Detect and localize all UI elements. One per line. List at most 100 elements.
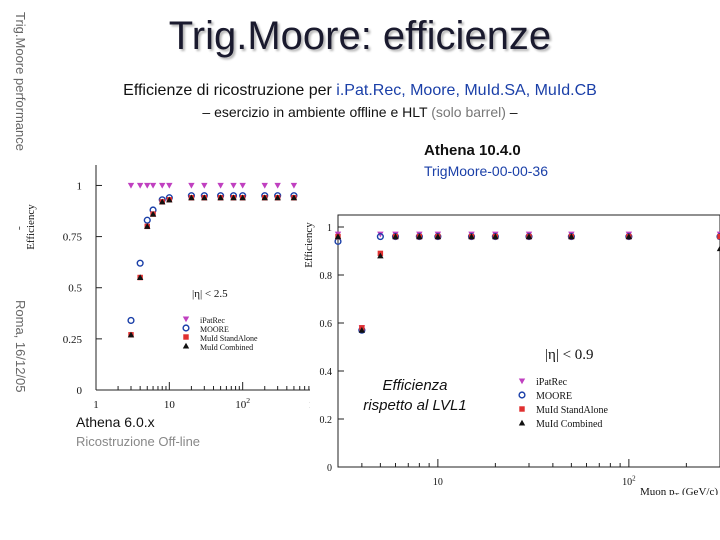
- legend-marker: [182, 324, 190, 332]
- subtitle-prefix: Efficienze di ricostruzione per: [123, 82, 337, 99]
- data-point: [230, 194, 237, 201]
- legend-marker: [518, 391, 526, 399]
- data-point: [290, 194, 298, 201]
- y-tick-label: 0.4: [320, 367, 333, 378]
- data-point: [144, 182, 151, 189]
- data-point: [568, 233, 575, 240]
- data-point: [217, 194, 224, 201]
- data-point: [149, 210, 157, 217]
- legend-label: iPatRec: [536, 377, 568, 388]
- slide-title: Trig.Moore: efficienze: [168, 14, 552, 58]
- y-tick-label: 1: [77, 180, 83, 192]
- x-tick-label: 103: [309, 396, 310, 411]
- data-point: [201, 194, 208, 201]
- legend-label: iPatRec: [200, 316, 225, 325]
- x-tick-label: 1: [93, 399, 99, 411]
- y-tick-label: 0.8: [320, 271, 333, 282]
- data-point: [492, 233, 499, 240]
- y-axis-title: Efficiency: [303, 222, 315, 268]
- data-point: [274, 194, 281, 201]
- legend-label: MOORE: [200, 325, 229, 334]
- line3-barrel-note: (solo barrel): [431, 104, 506, 120]
- legend-marker: [182, 342, 190, 349]
- data-point: [127, 182, 135, 189]
- data-point: [230, 182, 237, 189]
- legend: iPatRec MOORE MuId StandAlone MuId Combined: [518, 377, 609, 430]
- data-point: [188, 194, 195, 201]
- legend-label: MuId Combined: [200, 343, 253, 352]
- offline-hlt-line: – esercizio in ambiente offline e HLT (s…: [0, 104, 720, 120]
- y-tick-label: 0: [327, 463, 332, 474]
- x-tick-label: 10: [433, 477, 443, 488]
- plot-frame: [337, 214, 720, 468]
- legend-marker: [518, 378, 526, 385]
- subtitle-algorithms: i.Pat.Rec, Moore, MuId.SA, MuId.CB: [336, 82, 597, 99]
- data-point: [136, 274, 144, 281]
- y-tick-label: 0.25: [63, 334, 83, 346]
- legend-label: MuId Combined: [536, 419, 602, 430]
- data-point: [201, 182, 208, 189]
- x-tick-label: 102: [622, 475, 636, 489]
- line3-dash-close: –: [505, 104, 518, 120]
- efficiency-chart-hlt: 0 0.2 0.4 0.6 0.8 1 10 102 Efficiency Muon pT (Ge…: [303, 214, 720, 495]
- data-point: [159, 182, 166, 189]
- y-axis-title: Efficiency: [25, 204, 37, 250]
- data-point: [716, 245, 720, 252]
- data-point: [217, 182, 224, 189]
- series-ipatrec: [334, 231, 720, 331]
- x-tick-label: 10: [164, 399, 176, 411]
- data-point: [392, 233, 399, 240]
- data-point: [188, 182, 195, 189]
- data-point: [358, 327, 366, 333]
- data-point: [166, 196, 173, 203]
- data-point: [261, 194, 268, 201]
- athena-old-label: Athena 6.0.x: [76, 414, 155, 430]
- y-tick-label: 0.5: [68, 283, 82, 295]
- data-point: [290, 182, 298, 189]
- line3-dash-open: –: [202, 104, 215, 120]
- data-point: [127, 316, 135, 325]
- x-axis-title: Muon pT (GeV/c): [640, 486, 718, 495]
- line3-main: esercizio in ambiente offline e HLT: [214, 104, 432, 120]
- data-point: [434, 233, 442, 240]
- legend-marker: [183, 334, 189, 340]
- data-point: [625, 233, 633, 240]
- data-point: [143, 216, 151, 224]
- data-point: [159, 198, 166, 205]
- y-tick-label: 0: [77, 385, 83, 397]
- data-point: [144, 223, 151, 229]
- x-tick-label: 102: [235, 396, 250, 411]
- series-muid-combined: [127, 194, 298, 338]
- legend-label: MOORE: [536, 391, 572, 402]
- data-point: [127, 331, 135, 338]
- slide-subtitle: Efficienze di ricostruzione per i.Pat.Re…: [0, 82, 720, 100]
- legend-marker: [518, 419, 526, 426]
- data-point: [334, 233, 342, 240]
- data-point: [377, 231, 384, 238]
- legend-label: MuId StandAlone: [200, 334, 258, 343]
- series-muid-standalone: [335, 233, 720, 331]
- legend-marker: [182, 316, 190, 323]
- series-ipatrec: [127, 182, 298, 189]
- data-point: [239, 182, 246, 189]
- y-tick-label: 0.6: [320, 319, 333, 330]
- efficiency-chart-offline: 00.250.50.751110102103EfficiencyMuon pT …: [25, 165, 310, 411]
- offline-note: Ricostruzione Off-line: [76, 434, 201, 449]
- legend-label: MuId StandAlone: [536, 405, 609, 416]
- athena-new-label: Athena 10.4.0: [424, 142, 521, 159]
- series-moore: [334, 233, 720, 334]
- efficiency-note: Efficienza rispetto al LVL1: [363, 377, 467, 414]
- data-point: [149, 182, 157, 189]
- y-tick-label: 0.2: [320, 415, 333, 426]
- data-point: [136, 182, 144, 189]
- data-point: [525, 233, 533, 240]
- data-point: [717, 233, 720, 240]
- data-point: [416, 233, 423, 240]
- eta-annotation: |η| < 0.9: [545, 347, 594, 363]
- data-point: [377, 252, 384, 259]
- eta-annotation: |η| < 2.5: [192, 288, 228, 300]
- data-point: [239, 194, 246, 201]
- data-point: [166, 182, 173, 189]
- data-point: [136, 259, 144, 267]
